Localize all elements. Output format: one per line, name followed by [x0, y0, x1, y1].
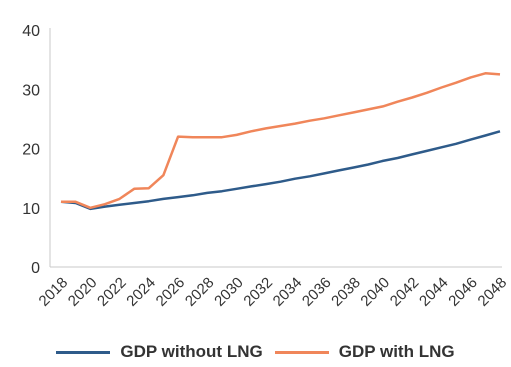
legend-label-without-lng: GDP without LNG [120, 342, 263, 361]
x-tick-label: 2034 [270, 274, 306, 310]
y-tick-label: 0 [31, 260, 40, 277]
y-tick-label: 30 [22, 82, 40, 99]
x-tick-label: 2022 [94, 274, 130, 310]
y-tick-label: 20 [22, 142, 40, 159]
x-tick-label: 2040 [357, 274, 393, 310]
x-tick-label: 2032 [240, 274, 276, 310]
y-tick-label: 10 [22, 201, 40, 218]
x-tick-label: 2026 [153, 274, 189, 310]
series-line-gdp-without-lng [60, 130, 501, 211]
legend-item-with-lng: GDP with LNG [274, 342, 455, 362]
legend-swatch-without-lng [56, 350, 111, 354]
x-tick-label: 2038 [328, 274, 364, 310]
x-tick-label: 2042 [387, 274, 423, 310]
legend: GDP without LNG GDP with LNG [0, 340, 511, 364]
x-tick-label: 2024 [123, 274, 159, 310]
x-tick-labels: 2018202020222024202620282030203220342036… [36, 274, 511, 310]
series-lines [60, 72, 501, 211]
x-tick-label: 2046 [445, 274, 481, 310]
legend-swatch-with-lng [274, 350, 329, 354]
y-tick-labels: 0 10 20 30 40 [22, 23, 40, 277]
x-tick-label: 2028 [182, 274, 218, 310]
x-tick-label: 2030 [211, 274, 247, 310]
x-tick-label: 2036 [299, 274, 335, 310]
legend-label-with-lng: GDP with LNG [338, 342, 455, 361]
x-tick-label: 2048 [475, 274, 511, 310]
y-tick-label: 40 [22, 23, 40, 40]
legend-item-without-lng: GDP without LNG [56, 342, 263, 362]
x-tick-label: 2044 [416, 274, 452, 310]
series-line-gdp-with-lng [61, 72, 501, 210]
x-tick-label: 2018 [36, 274, 72, 310]
x-tick-label: 2020 [65, 274, 101, 310]
